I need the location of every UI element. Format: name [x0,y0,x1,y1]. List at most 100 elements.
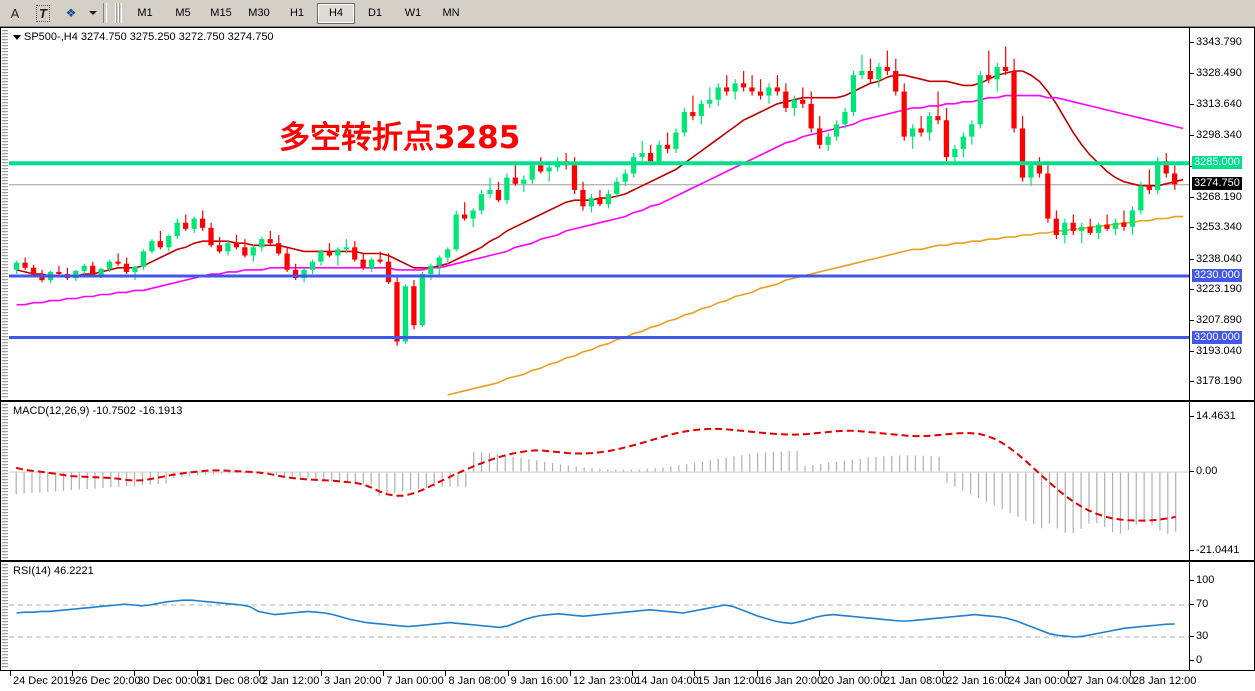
macd-plot-area[interactable] [9,403,1189,559]
time-tick-mark [1067,671,1069,676]
tick-mark [1190,73,1194,75]
time-tick-mark [383,671,385,676]
time-tick-label: 26 Dec 20:00 [75,675,141,687]
time-tick-label: 20 Jan 00:00 [821,675,886,687]
time-tick-mark [507,671,509,676]
rsi-axis[interactable]: 100 70 30 0 [1189,562,1254,670]
timeframe-h1[interactable]: H1 [289,7,305,19]
tick-mark [1190,134,1194,136]
price-tick-label: 3238.040 [1196,252,1242,265]
time-tick-label: 30 Dec 00:00 [137,675,203,687]
price-pane-scrollbar[interactable] [2,29,8,399]
tick-mark [1190,41,1194,43]
price-tick-label: 3193.040 [1196,344,1242,357]
timeframe-m5[interactable]: M5 [175,7,191,19]
tick-mark [1190,604,1194,605]
support-3200-badge[interactable]: 3200.000 [1192,330,1242,344]
time-tick-mark [756,671,758,676]
price-tick-label: 3178.190 [1196,375,1242,388]
time-tick-mark [134,671,136,676]
time-tick-label: 27 Jan 04:00 [1070,675,1135,687]
time-tick-mark [694,671,696,676]
time-tick-mark [10,671,11,676]
price-tick-label: 3343.790 [1196,35,1242,48]
rsi-tick-label: 30 [1196,630,1209,642]
collapse-triangle-icon[interactable] [13,34,21,40]
current-price-badge[interactable]: 3274.750 [1192,177,1242,191]
price-tick-label: 3253.340 [1196,221,1242,234]
time-tick-label: 8 Jan 08:00 [448,675,506,687]
toolbar: A T ❖ M1 M5 M15 M30 H1 H4 D1 W1 MN [0,0,1255,27]
time-axis[interactable]: 24 Dec 2019 26 Dec 20:00 30 Dec 00:00 31 De… [0,671,1255,691]
resistance-3285-badge[interactable]: 3285.000 [1192,156,1242,170]
time-tick-label: 21 Jan 08:00 [883,675,948,687]
timeframe-m15[interactable]: M15 [210,7,232,19]
objects-tool-button[interactable]: ❖ [58,1,84,25]
price-tick-label: 3328.490 [1196,67,1242,80]
time-tick-mark [943,671,945,676]
time-tick-mark [321,671,323,676]
toolbar-separator [103,3,107,23]
time-tick-mark [72,671,74,676]
price-plot-area[interactable]: 多空转折点3285 [9,29,1189,399]
tick-mark [1190,580,1194,581]
support-3230-badge[interactable]: 3230.000 [1192,269,1242,282]
plot-svg [9,427,1189,534]
toolbar-grip[interactable] [115,3,122,23]
text-tool-button[interactable]: A [2,1,28,25]
price-tick-label: 3298.340 [1196,128,1242,141]
plot-svg [9,599,1189,638]
time-tick-label: 28 Jan 12:00 [1132,675,1197,687]
label-tool-button[interactable]: T [30,1,56,25]
timeframe-group: M1 M5 M15 M30 H1 H4 D1 W1 MN [126,2,470,24]
tick-mark [1190,416,1194,417]
timeframe-h4[interactable]: H4 [317,2,355,24]
time-tick-label: 16 Jan 20:00 [759,675,824,687]
macd-pane: MACD(12,26,9) -10.7502 -16.1913 14.4631 0… [0,401,1255,561]
price-pane: SP500-,H4 3274.750 3275.250 3272.750 327… [0,27,1255,401]
label-tool-label: T [36,4,50,22]
macd-tick-label: 0.00 [1196,464,1218,477]
objects-dropdown-button[interactable] [86,1,98,25]
tick-mark [1190,636,1194,637]
macd-axis[interactable]: 14.4631 0.00 -21.0441 [1189,402,1254,560]
chart-annotation: 多空转折点3285 [279,120,521,156]
time-tick-mark [569,671,571,676]
tick-mark [1190,550,1194,551]
rsi-tick-label: 70 [1196,598,1209,610]
rsi-pane-title: RSI(14) 46.2221 [13,565,94,577]
timeframe-m30[interactable]: M30 [248,7,270,19]
macd-pane-title: MACD(12,26,9) -10.7502 -16.1913 [13,405,183,417]
tick-mark [1190,381,1194,383]
time-tick-label: 24 Dec 2019 [13,675,76,687]
time-tick-label: 24 Jan 00:00 [1008,675,1072,687]
time-tick-mark [196,671,198,676]
time-tick-mark [880,671,882,676]
time-tick-mark [258,671,260,676]
tick-mark [1190,660,1194,661]
price-pane-title: SP500-,H4 3274.750 3275.250 3272.750 327… [13,31,274,43]
rsi-plot-area[interactable] [9,563,1189,669]
time-tick-mark [1129,671,1131,676]
tick-mark [1190,103,1194,105]
time-tick-label: 7 Jan 00:00 [386,675,444,687]
macd-pane-scrollbar[interactable] [2,403,8,559]
time-tick-label: 2 Jan 12:00 [261,675,320,687]
time-tick-label: 12 Jan 23:00 [572,675,637,687]
rsi-pane-scrollbar[interactable] [2,563,8,669]
text-tool-label: A [10,5,20,21]
time-tick-mark [818,671,820,676]
timeframe-w1[interactable]: W1 [404,7,422,19]
price-axis[interactable]: 3343.7903328.4903313.6403298.3403283.190… [1189,28,1254,400]
objects-icon: ❖ [65,6,77,20]
tick-mark [1190,227,1194,229]
time-tick-label: 31 Dec 08:00 [199,675,266,687]
tick-mark [1190,288,1194,290]
timeframe-mn[interactable]: MN [442,7,460,19]
timeframe-d1[interactable]: D1 [367,7,383,19]
timeframe-m1[interactable]: M1 [137,7,153,19]
chevron-down-icon [88,11,97,15]
time-tick-label: 3 Jan 20:00 [324,675,382,687]
rsi-pane: RSI(14) 46.2221 100 70 30 0 [0,561,1255,671]
